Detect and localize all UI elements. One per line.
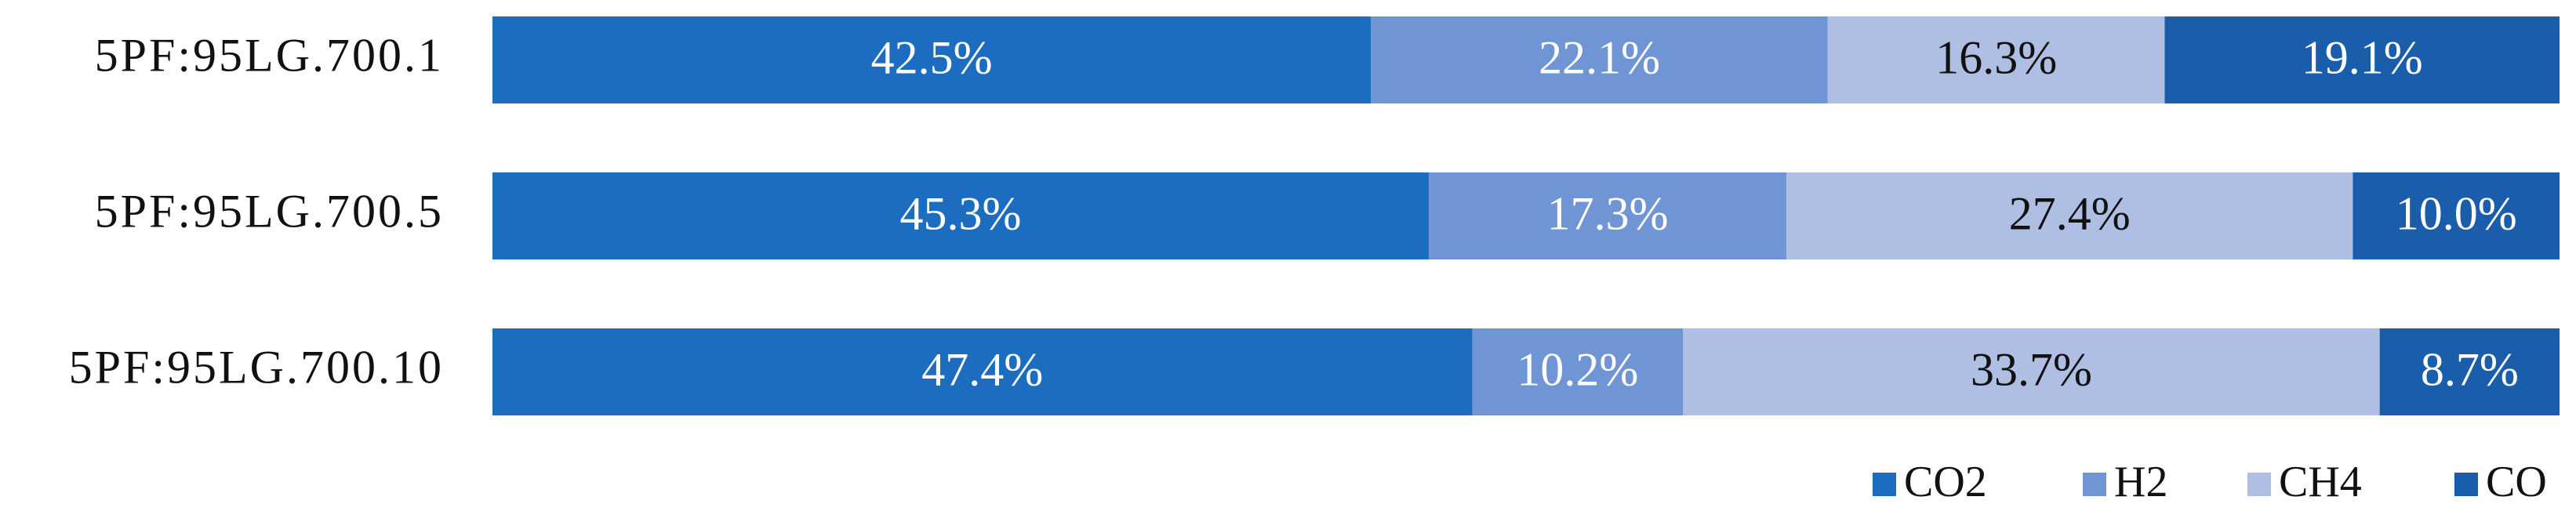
bar-segment: [1683, 328, 2380, 415]
bar-segment: [492, 16, 1372, 103]
legend-swatch: [1873, 473, 1896, 496]
y-tick-label: 5PF:95LG.700.10: [69, 341, 444, 393]
data-label: 45.3%: [900, 187, 1022, 239]
legend-label: H2: [2114, 458, 2167, 506]
data-label: 22.1%: [1539, 31, 1660, 83]
data-label: 19.1%: [2302, 31, 2423, 83]
legend-swatch: [2247, 473, 2271, 496]
legend-swatch: [2454, 473, 2478, 496]
bar-segment: [2164, 16, 2560, 103]
data-label: 10.2%: [1517, 343, 1638, 395]
bar-segment: [2379, 328, 2560, 415]
data-label: 10.0%: [2396, 187, 2517, 239]
data-label: 17.3%: [1547, 187, 1669, 239]
bar-segment: [2353, 172, 2560, 259]
data-label: 47.4%: [921, 343, 1043, 395]
data-label: 16.3%: [1935, 31, 2057, 83]
bar-segment: [1827, 16, 2165, 103]
legend-label: CH4: [2279, 458, 2362, 506]
legend-swatch: [2083, 473, 2106, 496]
bar-segment: [1786, 172, 2353, 259]
y-tick-label: 5PF:95LG.700.5: [95, 185, 444, 237]
data-label: 33.7%: [1971, 343, 2092, 395]
data-label: 42.5%: [871, 31, 993, 83]
bar-segment: [1429, 172, 1787, 259]
y-tick-label: 5PF:95LG.700.1: [95, 29, 444, 81]
bar-segment: [492, 172, 1430, 259]
bar-segment: [492, 328, 1473, 415]
data-label: 8.7%: [2421, 343, 2519, 395]
legend-label: CO: [2486, 458, 2547, 506]
legend-label: CO2: [1904, 458, 1987, 506]
bar-segment: [1472, 328, 1684, 415]
bar-segment: [1371, 16, 1828, 103]
data-label: 27.4%: [2009, 187, 2131, 239]
